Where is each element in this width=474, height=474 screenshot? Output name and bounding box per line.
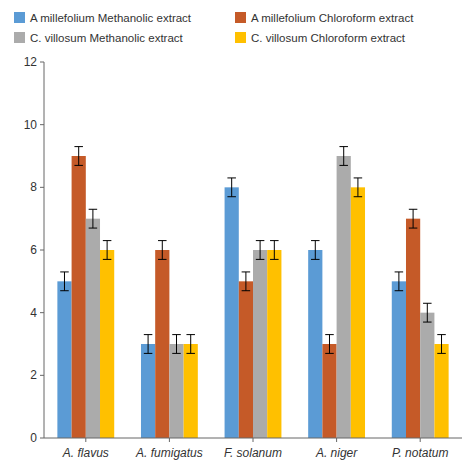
y-tick-label: 8	[30, 180, 37, 194]
axes: 0 2 4 6 8 10 12 A. flavus A. fumigatus F. solanum…	[24, 55, 462, 460]
series	[100, 178, 449, 438]
x-tick	[169, 438, 170, 442]
y-tick	[40, 250, 44, 251]
x-tick	[85, 438, 86, 442]
y-tick-label: 12	[24, 55, 38, 69]
bar	[72, 156, 86, 438]
error-bar	[227, 178, 236, 197]
bar	[169, 344, 183, 438]
error-bar	[60, 272, 69, 291]
y-tick-label: 4	[30, 306, 37, 320]
error-bar	[395, 272, 404, 291]
bar	[184, 344, 198, 438]
x-tick-label: A. niger	[315, 446, 358, 460]
y-tick	[40, 438, 44, 439]
y-tick	[40, 62, 44, 63]
error-bar	[172, 335, 181, 354]
bar	[308, 250, 322, 438]
bar	[406, 219, 420, 438]
legend-swatch	[235, 12, 246, 23]
bar	[420, 313, 434, 438]
y-tick-label: 0	[30, 431, 37, 445]
error-bar	[158, 241, 167, 260]
x-tick-label: F. solanum	[224, 446, 282, 460]
error-bar	[339, 147, 348, 166]
error-bar	[144, 335, 153, 354]
error-bar	[186, 335, 195, 354]
bar	[322, 344, 336, 438]
bar	[351, 187, 365, 438]
bar	[392, 281, 406, 438]
y-tick	[40, 187, 44, 188]
y-tick	[40, 375, 44, 376]
error-bar	[354, 178, 363, 197]
error-bar	[89, 209, 98, 228]
bar	[155, 250, 169, 438]
error-bar	[74, 147, 83, 166]
error-bar	[103, 241, 112, 260]
legend-swatch	[235, 32, 246, 43]
error-bar	[423, 303, 432, 322]
error-bar	[242, 272, 251, 291]
y-tick-label: 10	[24, 118, 38, 132]
y-tick-label: 6	[30, 243, 37, 257]
error-bar	[270, 241, 279, 260]
legend-label: A millefolium Chloroform extract	[251, 12, 414, 24]
x-tick-label: A. flavus	[62, 446, 109, 460]
bar	[239, 281, 253, 438]
bar	[100, 250, 114, 438]
legend-swatch	[14, 12, 25, 23]
bar	[434, 344, 448, 438]
error-bar	[256, 241, 265, 260]
chart-container: A millefolium Methanolic extract A millef…	[0, 0, 474, 474]
y-tick	[40, 124, 44, 125]
bar	[337, 156, 351, 438]
bar	[141, 344, 155, 438]
bar	[57, 281, 71, 438]
legend-swatch	[14, 32, 25, 43]
error-bar	[325, 335, 334, 354]
plot-area	[57, 147, 448, 438]
bar	[253, 250, 267, 438]
bar	[267, 250, 281, 438]
bar	[225, 187, 239, 438]
y-tick	[40, 312, 44, 313]
chart: A millefolium Methanolic extract A millef…	[0, 0, 474, 474]
legend-label: C. villosum Chloroform extract	[251, 32, 406, 44]
series	[72, 147, 421, 438]
x-tick-label: A. fumigatus	[135, 446, 203, 460]
legend-label: C. villosum Methanolic extract	[30, 32, 184, 44]
series	[86, 147, 435, 438]
error-bar	[409, 209, 418, 228]
x-tick	[420, 438, 421, 442]
x-tick-label: P. notatum	[392, 446, 448, 460]
error-bar	[311, 241, 320, 260]
legend-label: A millefolium Methanolic extract	[30, 12, 192, 24]
x-tick	[336, 438, 337, 442]
error-bar	[437, 335, 446, 354]
bar	[86, 219, 100, 438]
y-tick-label: 2	[30, 368, 37, 382]
series	[57, 178, 406, 438]
x-tick	[253, 438, 254, 442]
legend: A millefolium Methanolic extract A millef…	[14, 12, 414, 44]
